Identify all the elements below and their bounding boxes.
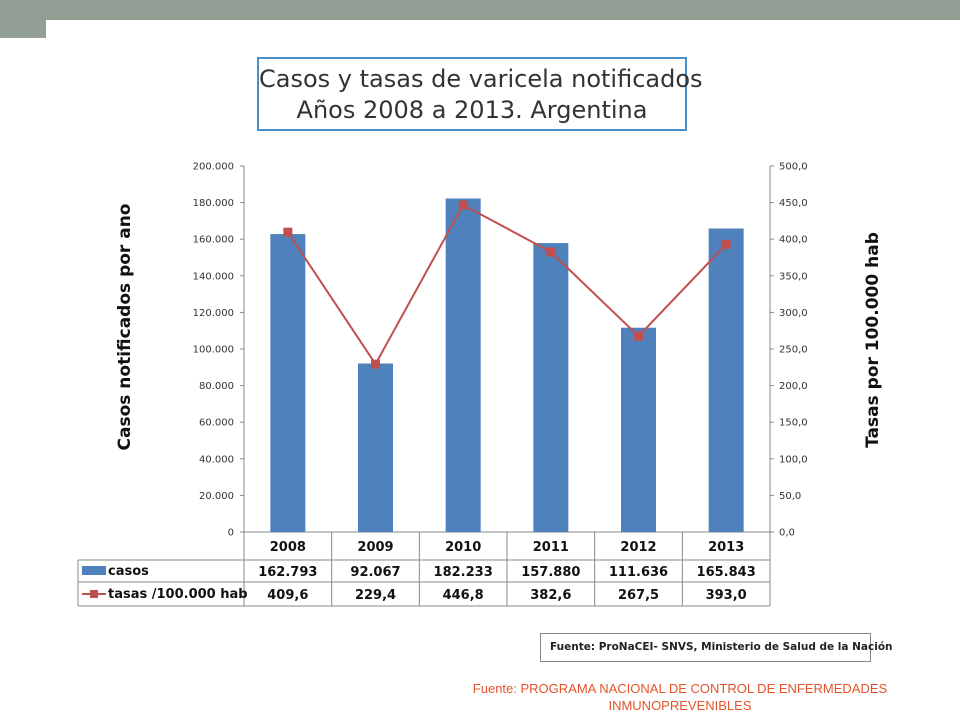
tasas-value-label: 267,5 [618, 588, 659, 603]
y-tick-label: 80.000 [199, 381, 234, 392]
legend-label-casos: casos [108, 564, 149, 579]
footnote-line-1: Fuente: PROGRAMA NACIONAL DE CONTROL DE … [472, 681, 888, 696]
casos-value-label: 182.233 [434, 565, 493, 580]
tasas-value-label: 229,4 [355, 588, 396, 603]
chart-title-box: Casos y tasas de varicela notificados Añ… [257, 57, 703, 131]
y2-tick-label: 50,0 [779, 491, 801, 502]
legend-key-tasas-marker [90, 590, 98, 598]
y2-tick-label: 400,0 [779, 235, 808, 246]
y2-tick-label: 100,0 [779, 454, 808, 465]
tasas-point-2010 [458, 200, 468, 210]
top-bar [0, 0, 960, 20]
y2-tick-label: 200,0 [779, 381, 808, 392]
casos-value-label: 92.067 [350, 565, 400, 580]
footnote-line-2: INMUNOPREVENIBLES [608, 698, 752, 713]
x-tick-label: 2008 [270, 540, 306, 555]
y-tick-label: 120.000 [193, 308, 234, 319]
legend-key-casos [82, 566, 106, 575]
bar-2009 [358, 363, 393, 532]
tasas-point-2012 [634, 331, 643, 341]
tasas-line [287, 203, 727, 367]
y2-tick-label: 250,0 [779, 345, 808, 356]
tasas-point-2008 [283, 227, 293, 237]
x-tick-label: 2010 [445, 540, 481, 555]
y2-tick-label: 450,0 [779, 198, 808, 209]
tasas-point-2013 [721, 239, 731, 249]
bar-2012 [621, 327, 656, 532]
y-axis-label: Casos notificados por ano [115, 204, 135, 451]
chart-title: Casos y tasas de varicela notificados [259, 65, 703, 93]
y-tick-label: 40.000 [199, 454, 234, 465]
chart-subtitle: Años 2008 a 2013. Argentina [296, 96, 648, 124]
y-tick-label: 60.000 [199, 418, 234, 429]
y2-tick-label: 350,0 [779, 271, 808, 282]
x-tick-label: 2011 [533, 540, 569, 555]
source-box: Fuente: ProNaCEI- SNVS, Ministerio de Sa… [540, 633, 893, 662]
y2-tick-label: 150,0 [779, 418, 808, 429]
tasas-value-label: 446,8 [443, 588, 484, 603]
y-tick-label: 140.000 [193, 271, 234, 282]
footnote: Fuente: PROGRAMA NACIONAL DE CONTROL DE … [430, 680, 930, 714]
y2-tick-label: 500,0 [779, 162, 808, 173]
x-tick-label: 2012 [620, 540, 656, 555]
x-tick-label: 2013 [708, 540, 744, 555]
y2-tick-label: 300,0 [779, 308, 808, 319]
y2-tick-label: 0,0 [779, 528, 795, 539]
bar-2008 [270, 234, 306, 532]
y-tick-label: 100.000 [193, 345, 234, 356]
y2-axis-label: Tasas por 100.000 hab [863, 232, 883, 448]
tasas-point-2011 [546, 247, 556, 257]
bar-2011 [533, 243, 569, 533]
tasas-value-label: 409,6 [267, 588, 308, 603]
tasas-point-2009 [371, 359, 380, 369]
bar-2010 [445, 198, 481, 532]
casos-value-label: 157.880 [521, 565, 580, 580]
legend-label-tasas: tasas /100.000 hab [108, 587, 248, 602]
y-tick-label: 0 [228, 528, 234, 539]
x-tick-label: 2009 [357, 540, 393, 555]
casos-value-label: 165.843 [697, 565, 756, 580]
tasas-value-label: 382,6 [530, 588, 571, 603]
top-bar-tab [0, 20, 46, 38]
y-tick-label: 180.000 [193, 198, 234, 209]
casos-value-label: 162.793 [258, 565, 317, 580]
tasas-value-label: 393,0 [706, 588, 747, 603]
y-tick-label: 20.000 [199, 491, 234, 502]
y-tick-label: 200.000 [193, 162, 234, 173]
y-tick-label: 160.000 [193, 235, 234, 246]
bar-2013 [708, 228, 744, 532]
casos-value-label: 111.636 [609, 565, 668, 580]
